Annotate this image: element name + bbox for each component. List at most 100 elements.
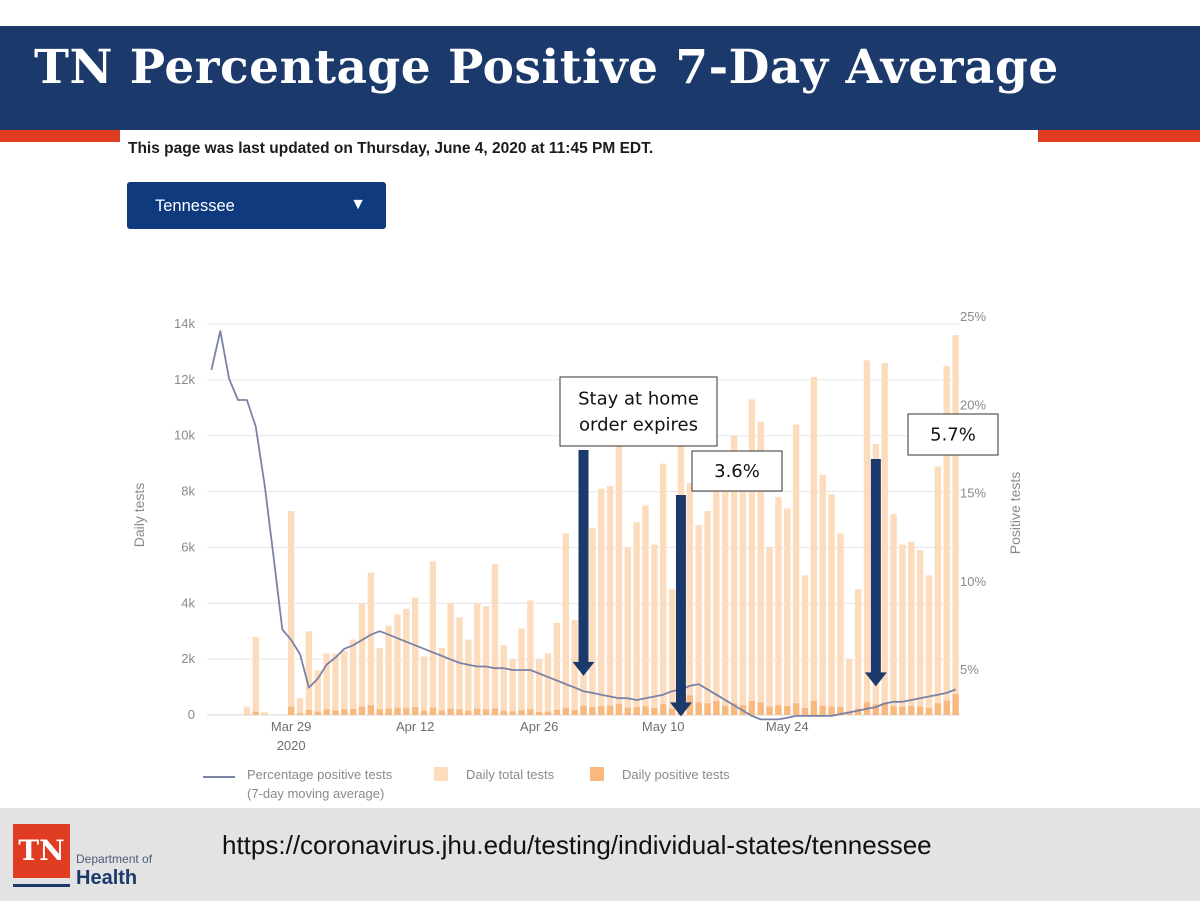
y-axis-title: Daily tests	[131, 483, 147, 548]
bar-daily-total	[863, 360, 871, 715]
bar-daily-positive	[394, 707, 401, 715]
bar-daily-total	[332, 653, 339, 715]
bar-daily-positive	[411, 707, 419, 715]
bar-daily-total	[766, 547, 773, 715]
bar-daily-total	[252, 636, 259, 715]
bar-daily-positive	[881, 702, 888, 715]
annotation-arrowhead	[669, 702, 692, 717]
bar-daily-total	[908, 541, 915, 715]
bar-daily-total	[305, 631, 313, 715]
state-dropdown[interactable]: Tennessee ▼	[127, 182, 386, 229]
bar-daily-total	[934, 466, 942, 715]
bar-daily-total	[376, 647, 383, 715]
bar-daily-positive	[447, 708, 454, 715]
bar-daily-total	[482, 606, 490, 715]
bar-daily-total	[668, 589, 676, 715]
bar-daily-total	[571, 620, 578, 715]
bar-daily-positive	[491, 708, 499, 715]
bar-daily-positive	[819, 705, 826, 715]
bar-daily-total	[544, 653, 552, 715]
bar-daily-total	[633, 522, 640, 715]
bar-daily-positive	[899, 706, 906, 715]
bar-daily-total	[775, 497, 782, 715]
bar-daily-total	[686, 483, 693, 715]
footer-bar: TN Department of Health https://coronavi…	[0, 808, 1200, 901]
chevron-down-icon: ▼	[350, 196, 366, 213]
bar-daily-total	[837, 533, 844, 715]
y-tick-label: 2k	[181, 651, 195, 666]
bar-daily-positive	[916, 706, 924, 715]
bar-daily-total	[243, 706, 251, 715]
bar-daily-positive	[775, 705, 782, 715]
legend-total-swatch	[434, 767, 448, 781]
bar-daily-total	[341, 650, 348, 715]
bar-daily-total	[562, 533, 569, 715]
source-url[interactable]: https://coronavirus.jhu.edu/testing/indi…	[222, 830, 932, 860]
legend-label-total: Daily total tests	[466, 767, 555, 782]
bar-daily-total	[429, 561, 437, 715]
bar-daily-positive	[500, 710, 507, 715]
bar-daily-positive	[287, 706, 295, 715]
bar-daily-positive	[403, 708, 410, 715]
y2-tick-label: 15%	[960, 486, 986, 501]
bar-daily-positive	[624, 707, 631, 715]
bar-daily-total	[784, 508, 791, 715]
accent-bar-left	[0, 130, 120, 142]
bar-daily-total	[819, 474, 826, 715]
bar-daily-total	[527, 600, 534, 715]
bar-daily-total	[358, 603, 366, 715]
bar-daily-positive	[367, 705, 375, 715]
bar-daily-positive	[465, 710, 472, 715]
bar-daily-total	[394, 614, 401, 715]
bar-daily-total	[367, 572, 375, 715]
x-tick-sublabel: 2020	[277, 738, 306, 753]
bar-daily-total	[296, 698, 304, 715]
bar-daily-total	[916, 550, 924, 715]
positivity-line	[210, 330, 956, 721]
bar-daily-total	[925, 575, 933, 715]
bar-daily-total	[420, 656, 428, 715]
bar-daily-positive	[695, 702, 702, 715]
bar-daily-total	[854, 589, 862, 715]
bar-daily-positive	[660, 704, 667, 715]
bar-daily-total	[553, 622, 561, 715]
bar-daily-total	[828, 494, 835, 715]
bar-daily-total	[456, 617, 463, 715]
bar-daily-positive	[606, 705, 614, 715]
bar-daily-positive	[748, 701, 756, 715]
bar-daily-positive	[252, 711, 259, 715]
bar-daily-positive	[934, 703, 942, 715]
x-tick-label: May 10	[642, 719, 685, 734]
bar-daily-total	[713, 455, 720, 715]
bar-daily-positive	[482, 709, 490, 715]
bar-daily-positive	[598, 706, 605, 715]
bar-daily-total	[695, 525, 702, 715]
legend-positive-swatch	[590, 767, 604, 781]
bar-daily-positive	[341, 709, 348, 715]
bar-daily-positive	[846, 711, 853, 715]
bar-daily-total	[438, 647, 445, 715]
y2-tick-label: 5%	[960, 662, 979, 677]
y-tick-label: 4k	[181, 595, 195, 610]
bar-daily-total	[846, 659, 853, 715]
y2-tick-label: 10%	[960, 574, 986, 589]
bar-daily-total	[739, 463, 747, 715]
bar-daily-total	[624, 547, 631, 715]
bar-daily-positive	[730, 703, 738, 715]
bar-daily-total	[518, 628, 525, 715]
bar-daily-positive	[553, 709, 561, 715]
bar-daily-positive	[314, 711, 321, 715]
bar-daily-positive	[713, 701, 720, 715]
y-tick-label: 6k	[181, 539, 195, 554]
bar-daily-total	[589, 527, 596, 715]
y2-tick-label: 25%	[960, 309, 986, 324]
bar-daily-total	[349, 639, 357, 715]
bar-daily-positive	[757, 702, 764, 715]
bar-daily-positive	[332, 710, 339, 715]
bar-daily-positive	[305, 709, 313, 715]
bar-daily-positive	[925, 707, 933, 715]
bar-daily-total	[748, 399, 756, 715]
bar-daily-total	[465, 639, 472, 715]
bar-daily-positive	[651, 708, 658, 715]
bar-daily-positive	[668, 708, 676, 715]
